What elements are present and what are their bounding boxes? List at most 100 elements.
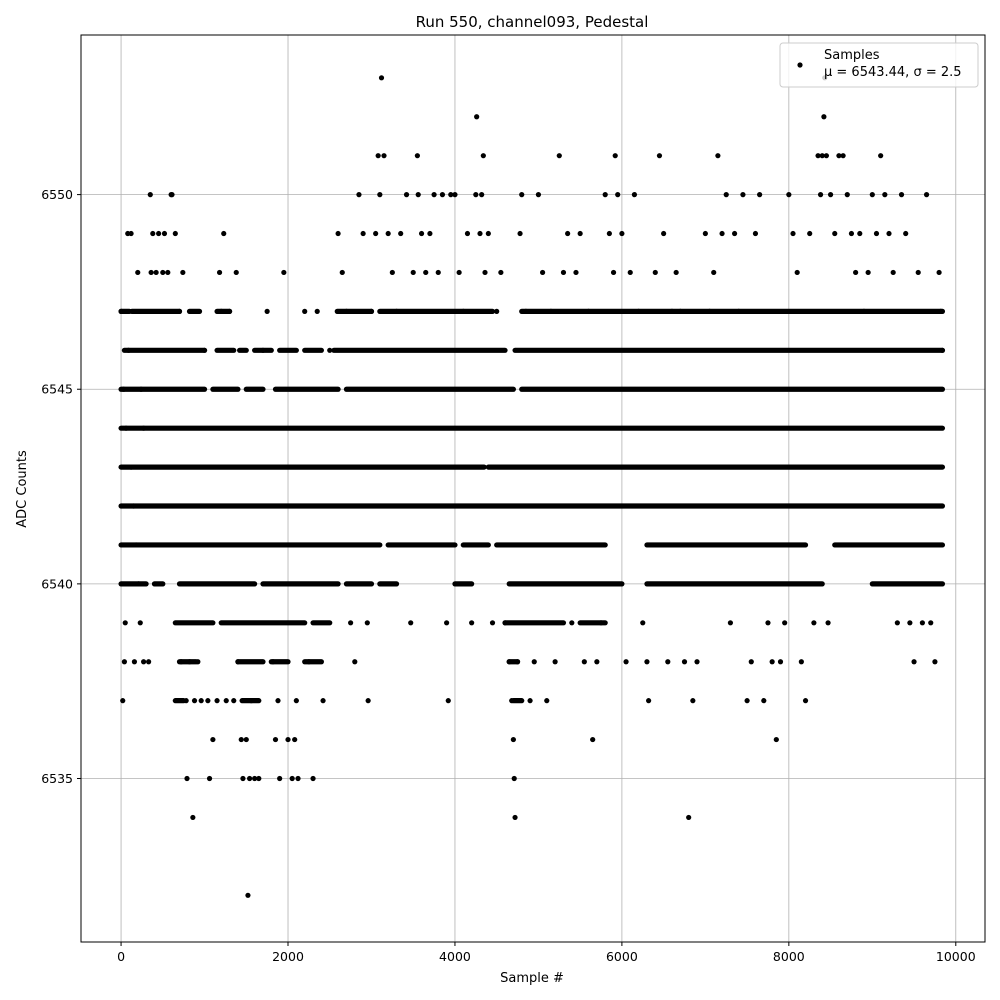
data-point bbox=[393, 308, 400, 314]
data-point bbox=[765, 620, 771, 626]
data-point bbox=[389, 269, 395, 276]
data-point bbox=[560, 269, 567, 276]
y-tick-label: 6535 bbox=[41, 771, 73, 786]
data-point bbox=[378, 75, 385, 81]
data-point bbox=[198, 698, 204, 704]
data-point bbox=[821, 114, 827, 120]
data-point bbox=[646, 698, 652, 704]
data-point bbox=[711, 269, 717, 276]
data-point bbox=[661, 230, 667, 237]
data-point bbox=[761, 698, 767, 704]
data-point bbox=[385, 230, 391, 237]
data-point bbox=[865, 269, 871, 276]
x-tick-label: 2000 bbox=[272, 949, 304, 964]
data-point bbox=[205, 698, 211, 704]
data-point bbox=[769, 659, 775, 665]
data-point bbox=[148, 269, 154, 276]
data-point bbox=[368, 308, 375, 314]
data-point bbox=[281, 269, 287, 276]
data-point bbox=[480, 153, 486, 159]
data-point bbox=[178, 659, 184, 665]
data-point bbox=[652, 269, 658, 276]
data-point bbox=[514, 659, 521, 665]
data-point bbox=[141, 659, 147, 665]
data-point bbox=[677, 308, 683, 314]
data-point bbox=[218, 308, 224, 314]
data-point bbox=[939, 347, 946, 353]
data-point bbox=[235, 659, 241, 665]
legend-box bbox=[779, 42, 979, 88]
x-axis-label: Sample # bbox=[500, 971, 564, 986]
data-point bbox=[403, 192, 410, 198]
data-point bbox=[408, 620, 414, 626]
data-point bbox=[285, 736, 291, 743]
data-point bbox=[544, 698, 550, 704]
data-point bbox=[256, 775, 262, 782]
data-point bbox=[740, 192, 746, 198]
data-point bbox=[435, 269, 441, 276]
data-point bbox=[135, 269, 141, 276]
x-tick-label: 8000 bbox=[773, 949, 805, 964]
data-point bbox=[640, 620, 646, 626]
data-point bbox=[373, 230, 379, 237]
chart-title: Run 550, channel093, Pedestal bbox=[416, 13, 649, 31]
legend: Samples μ = 6543.44, σ = 2.5 bbox=[779, 42, 979, 88]
data-point bbox=[556, 153, 562, 159]
x-tick-label: 6000 bbox=[606, 949, 638, 964]
data-point bbox=[120, 698, 126, 704]
data-point bbox=[398, 230, 404, 237]
data-point bbox=[191, 698, 198, 704]
data-point bbox=[190, 814, 196, 821]
data-point bbox=[172, 230, 178, 237]
data-point bbox=[327, 347, 333, 353]
data-point bbox=[523, 308, 529, 314]
data-point bbox=[773, 736, 779, 743]
data-point bbox=[731, 230, 738, 237]
data-point bbox=[581, 659, 587, 665]
data-point bbox=[339, 269, 345, 276]
data-point bbox=[415, 192, 421, 198]
data-point bbox=[656, 153, 663, 159]
data-point bbox=[348, 620, 354, 626]
data-point bbox=[615, 192, 621, 198]
data-point bbox=[853, 269, 859, 276]
data-point bbox=[214, 698, 220, 704]
data-point bbox=[890, 269, 896, 276]
data-point bbox=[474, 114, 480, 120]
data-point bbox=[233, 269, 239, 276]
data-point bbox=[794, 269, 800, 276]
data-point bbox=[827, 192, 834, 198]
data-point bbox=[343, 308, 350, 314]
x-tick-label: 4000 bbox=[439, 949, 471, 964]
data-point bbox=[748, 659, 754, 665]
data-point bbox=[423, 269, 429, 276]
data-point bbox=[744, 698, 750, 704]
legend-stat: μ = 6543.44, σ = 2.5 bbox=[824, 65, 962, 80]
data-point bbox=[511, 775, 517, 782]
data-point bbox=[473, 192, 479, 198]
data-point bbox=[715, 153, 721, 159]
data-point bbox=[427, 230, 433, 237]
data-point bbox=[485, 230, 491, 237]
data-point bbox=[314, 308, 320, 314]
data-point bbox=[160, 269, 166, 276]
data-point bbox=[903, 230, 909, 237]
data-point bbox=[231, 698, 237, 704]
data-point bbox=[138, 386, 144, 392]
data-point bbox=[277, 775, 283, 782]
data-point bbox=[612, 153, 618, 159]
data-point bbox=[857, 230, 863, 237]
data-point bbox=[460, 308, 466, 314]
data-point bbox=[627, 269, 633, 276]
data-point bbox=[377, 192, 383, 198]
data-point bbox=[445, 698, 451, 704]
data-point bbox=[360, 230, 366, 237]
data-point bbox=[932, 659, 938, 665]
data-point bbox=[289, 775, 295, 782]
data-point bbox=[335, 230, 341, 237]
data-point bbox=[673, 269, 679, 276]
data-point bbox=[706, 308, 713, 314]
data-point bbox=[585, 308, 592, 314]
data-point bbox=[125, 347, 132, 353]
data-point bbox=[153, 269, 159, 276]
